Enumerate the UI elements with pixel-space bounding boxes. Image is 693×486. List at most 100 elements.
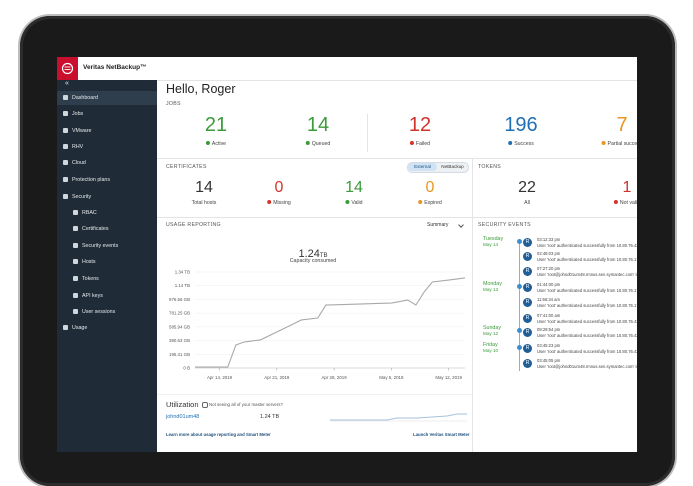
tokens-heading: TOKENS: [478, 164, 502, 170]
nav-label: Dashboard: [72, 95, 98, 101]
dropdown[interactable]: Summary: [427, 222, 449, 228]
tab[interactable]: NetBackup: [441, 164, 464, 169]
stat-label-text: Partial success: [607, 141, 637, 147]
event-node: R: [523, 359, 532, 368]
event-node: R: [523, 267, 532, 276]
logo-icon: [61, 62, 74, 75]
nav-label: Hosts: [82, 259, 96, 265]
y-tick-label: 585.94 GB: [169, 324, 190, 329]
divider: [472, 217, 473, 452]
usage-heading: USAGE REPORTING: [166, 222, 221, 228]
sidebar: « Dashboard Jobs VMware RHV Cloud Protection …: [57, 80, 157, 452]
nav-label: Protection plans: [72, 177, 110, 183]
y-tick-label: 976.56 GB: [169, 297, 190, 302]
nav-icon: [73, 225, 78, 231]
nav-item[interactable]: RHV: [63, 141, 83, 153]
stat-value: 12: [408, 114, 432, 136]
nav-icon: [73, 209, 78, 215]
nav-icon: [73, 292, 78, 298]
nav-item[interactable]: Dashboard: [63, 92, 98, 104]
timeline: [519, 239, 520, 371]
nav-icon: [73, 242, 78, 248]
event-time: 02:48:03 pm: [537, 251, 561, 256]
nav-item[interactable]: User sessions: [73, 306, 115, 318]
stat-value: 0: [274, 179, 284, 196]
stat-label: Valid: [345, 200, 363, 206]
tab-active[interactable]: External: [408, 163, 437, 171]
total-unit: TB: [319, 253, 328, 259]
nav-item[interactable]: VMware: [63, 125, 91, 137]
server-link[interactable]: johnd01um48: [166, 414, 200, 420]
info-icon: [202, 402, 208, 408]
stat-label: Missing: [267, 200, 291, 206]
y-tick-label: 195.31 GB: [169, 352, 190, 357]
x-tick-label: May 12, 2019: [435, 375, 462, 380]
stat-label-text: Success: [514, 141, 534, 147]
status-icon: [613, 200, 618, 204]
y-tick-label: 390.63 GB: [169, 338, 190, 343]
launch-link[interactable]: Launch Veritas Smart Meter: [413, 432, 470, 437]
tab-group: [407, 162, 469, 173]
nav-label: Cloud: [72, 160, 86, 166]
nav-item[interactable]: Certificates: [73, 223, 109, 235]
event-text: User 'root' authenticated successfully f…: [537, 333, 637, 338]
stat-label-text: Not valid: [619, 200, 637, 206]
collapse-button[interactable]: «: [65, 80, 69, 87]
nav-icon: [63, 159, 68, 165]
stat-value: 22: [518, 179, 536, 196]
event-time: 07:41:00 am: [537, 313, 561, 318]
day-date: May 13: [483, 287, 499, 292]
dropdown-caret: [458, 222, 464, 228]
stat-label-text: Queued: [311, 141, 331, 147]
nav-label: Security events: [82, 243, 119, 249]
day-dot: [517, 284, 522, 289]
nav-item[interactable]: Protection plans: [63, 174, 110, 186]
stat-label: Total hosts: [192, 200, 217, 206]
event-time: 11:56:34 am: [537, 297, 560, 302]
page: { "app": {"brand": "Veritas NetBackup™"}…: [20, 16, 675, 486]
nav-icon: [73, 275, 78, 281]
stat-label-text: Active: [211, 141, 227, 147]
nav-item[interactable]: Tokens: [73, 273, 99, 285]
day-date: May 14: [483, 242, 499, 247]
learn-link[interactable]: Learn more about usage reporting and Sma…: [166, 432, 271, 437]
stat-label-text: Failed: [415, 141, 431, 147]
event-node: R: [523, 252, 532, 261]
nav-item[interactable]: Security: [63, 191, 91, 203]
nav-icon: [63, 324, 68, 330]
stat-label-text: Valid: [351, 200, 363, 206]
brand: Veritas NetBackup™: [83, 64, 147, 71]
top-bar: Veritas NetBackup™: [57, 57, 637, 81]
nav-icon: [63, 193, 68, 199]
nav-item[interactable]: RBAC: [73, 207, 97, 219]
event-time: 01:44:00 pm: [537, 282, 561, 287]
nav-item[interactable]: Usage: [63, 322, 87, 334]
utilization-hint: Not seeing all of your master servers?: [209, 402, 283, 407]
event-text: User 'root' authenticated successfully f…: [537, 243, 637, 248]
certificates-heading: CERTIFICATES: [166, 164, 207, 170]
event-text: User 'root' authenticated successfully f…: [537, 349, 637, 354]
event-time: 07:27:20 pm: [537, 266, 561, 271]
nav-item[interactable]: Security events: [73, 240, 118, 252]
event-text: User 'root' authenticated successfully f…: [537, 319, 637, 324]
nav-label: Tokens: [82, 276, 99, 282]
nav-icon: [63, 143, 68, 149]
nav-item[interactable]: API keys: [73, 290, 103, 302]
usage-total: 1.24TB: [298, 244, 327, 262]
stat-value: 14: [345, 179, 363, 196]
day-date: May 12: [483, 331, 499, 336]
nav-icon: [63, 110, 68, 116]
nav-label: Security: [72, 194, 92, 200]
nav-item[interactable]: Jobs: [63, 108, 83, 120]
status-icon: [418, 200, 423, 204]
status-icon: [305, 141, 310, 145]
day-dot: [517, 328, 522, 333]
nav-item[interactable]: Cloud: [63, 157, 86, 169]
day-name: Friday: [483, 342, 498, 348]
day-name: Sunday: [483, 325, 501, 331]
stat-value: 7: [616, 114, 628, 136]
day-dot: [517, 345, 522, 350]
usage-line: [195, 277, 466, 368]
stat-label-text: Total hosts: [191, 200, 217, 206]
nav-item[interactable]: Hosts: [73, 256, 96, 268]
